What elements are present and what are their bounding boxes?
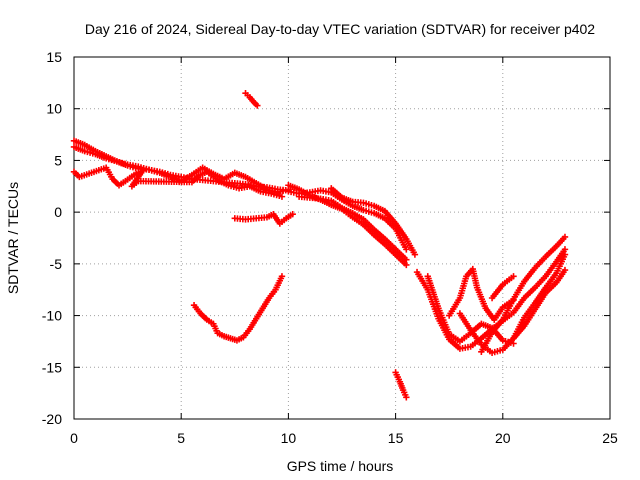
data-point-trace-f-51: [403, 256, 410, 263]
y-axis-title: SDTVAR / TECUs: [5, 182, 21, 294]
plot-frame: [73, 56, 611, 420]
series-trace-h: [231, 211, 296, 227]
tick-marks: [73, 56, 611, 420]
data-point-trace-h-26: [289, 211, 296, 218]
data-point-trace-i-7: [254, 102, 261, 109]
data-point-trace-q-39: [561, 251, 569, 258]
y-tick-label-15: 15: [46, 49, 62, 65]
y-tick-labels: -20 -15 -10 -5 0 5 10 15: [42, 49, 62, 427]
data-points: [70, 90, 569, 401]
x-tick-label-5: 5: [177, 430, 185, 446]
series-trace-f: [295, 193, 410, 263]
x-tick-label-25: 25: [602, 430, 618, 446]
x-axis-title: GPS time / hours: [287, 458, 394, 474]
data-point-trace-p-57: [561, 233, 569, 241]
data-point-trace-g-46: [411, 251, 419, 258]
data-point-trace-o-65: [561, 266, 569, 274]
y-tick-label-10: 10: [46, 101, 62, 117]
y-tick-label--5: -5: [50, 256, 63, 272]
data-point-trace-d-55: [403, 246, 410, 253]
x-tick-label-0: 0: [70, 430, 78, 446]
x-tick-label-15: 15: [388, 430, 404, 446]
plot-border: [73, 56, 611, 420]
data-point-trace-k-11: [403, 394, 410, 401]
y-tick-label--20: -20: [42, 411, 62, 427]
series-trace-k: [392, 369, 410, 401]
series-trace-c: [70, 164, 286, 200]
y-tick-label-5: 5: [54, 152, 62, 168]
series-trace-m: [424, 273, 517, 347]
x-tick-label-10: 10: [281, 430, 297, 446]
x-tick-label-20: 20: [495, 430, 511, 446]
series-trace-p: [478, 233, 569, 355]
series-trace-q: [510, 251, 569, 342]
chart-title: Day 216 of 2024, Sidereal Day-to-day VTE…: [85, 21, 595, 37]
series-trace-r: [488, 273, 517, 302]
y-tick-label--15: -15: [42, 359, 62, 375]
series-trace-o: [456, 266, 569, 357]
series-trace-b: [70, 137, 292, 196]
data-point-trace-r-12: [510, 273, 517, 280]
y-tick-label--10: -10: [42, 308, 62, 324]
data-point-trace-c-105: [278, 193, 286, 200]
x-tick-labels: 0 5 10 15 20 25: [70, 430, 618, 446]
y-tick-label-0: 0: [54, 204, 62, 220]
series-trace-i: [242, 90, 261, 109]
grid-lines: [74, 57, 610, 419]
data-point-trace-j-56: [278, 273, 286, 280]
series-trace-j: [190, 273, 286, 344]
series-trace-g: [328, 185, 419, 258]
